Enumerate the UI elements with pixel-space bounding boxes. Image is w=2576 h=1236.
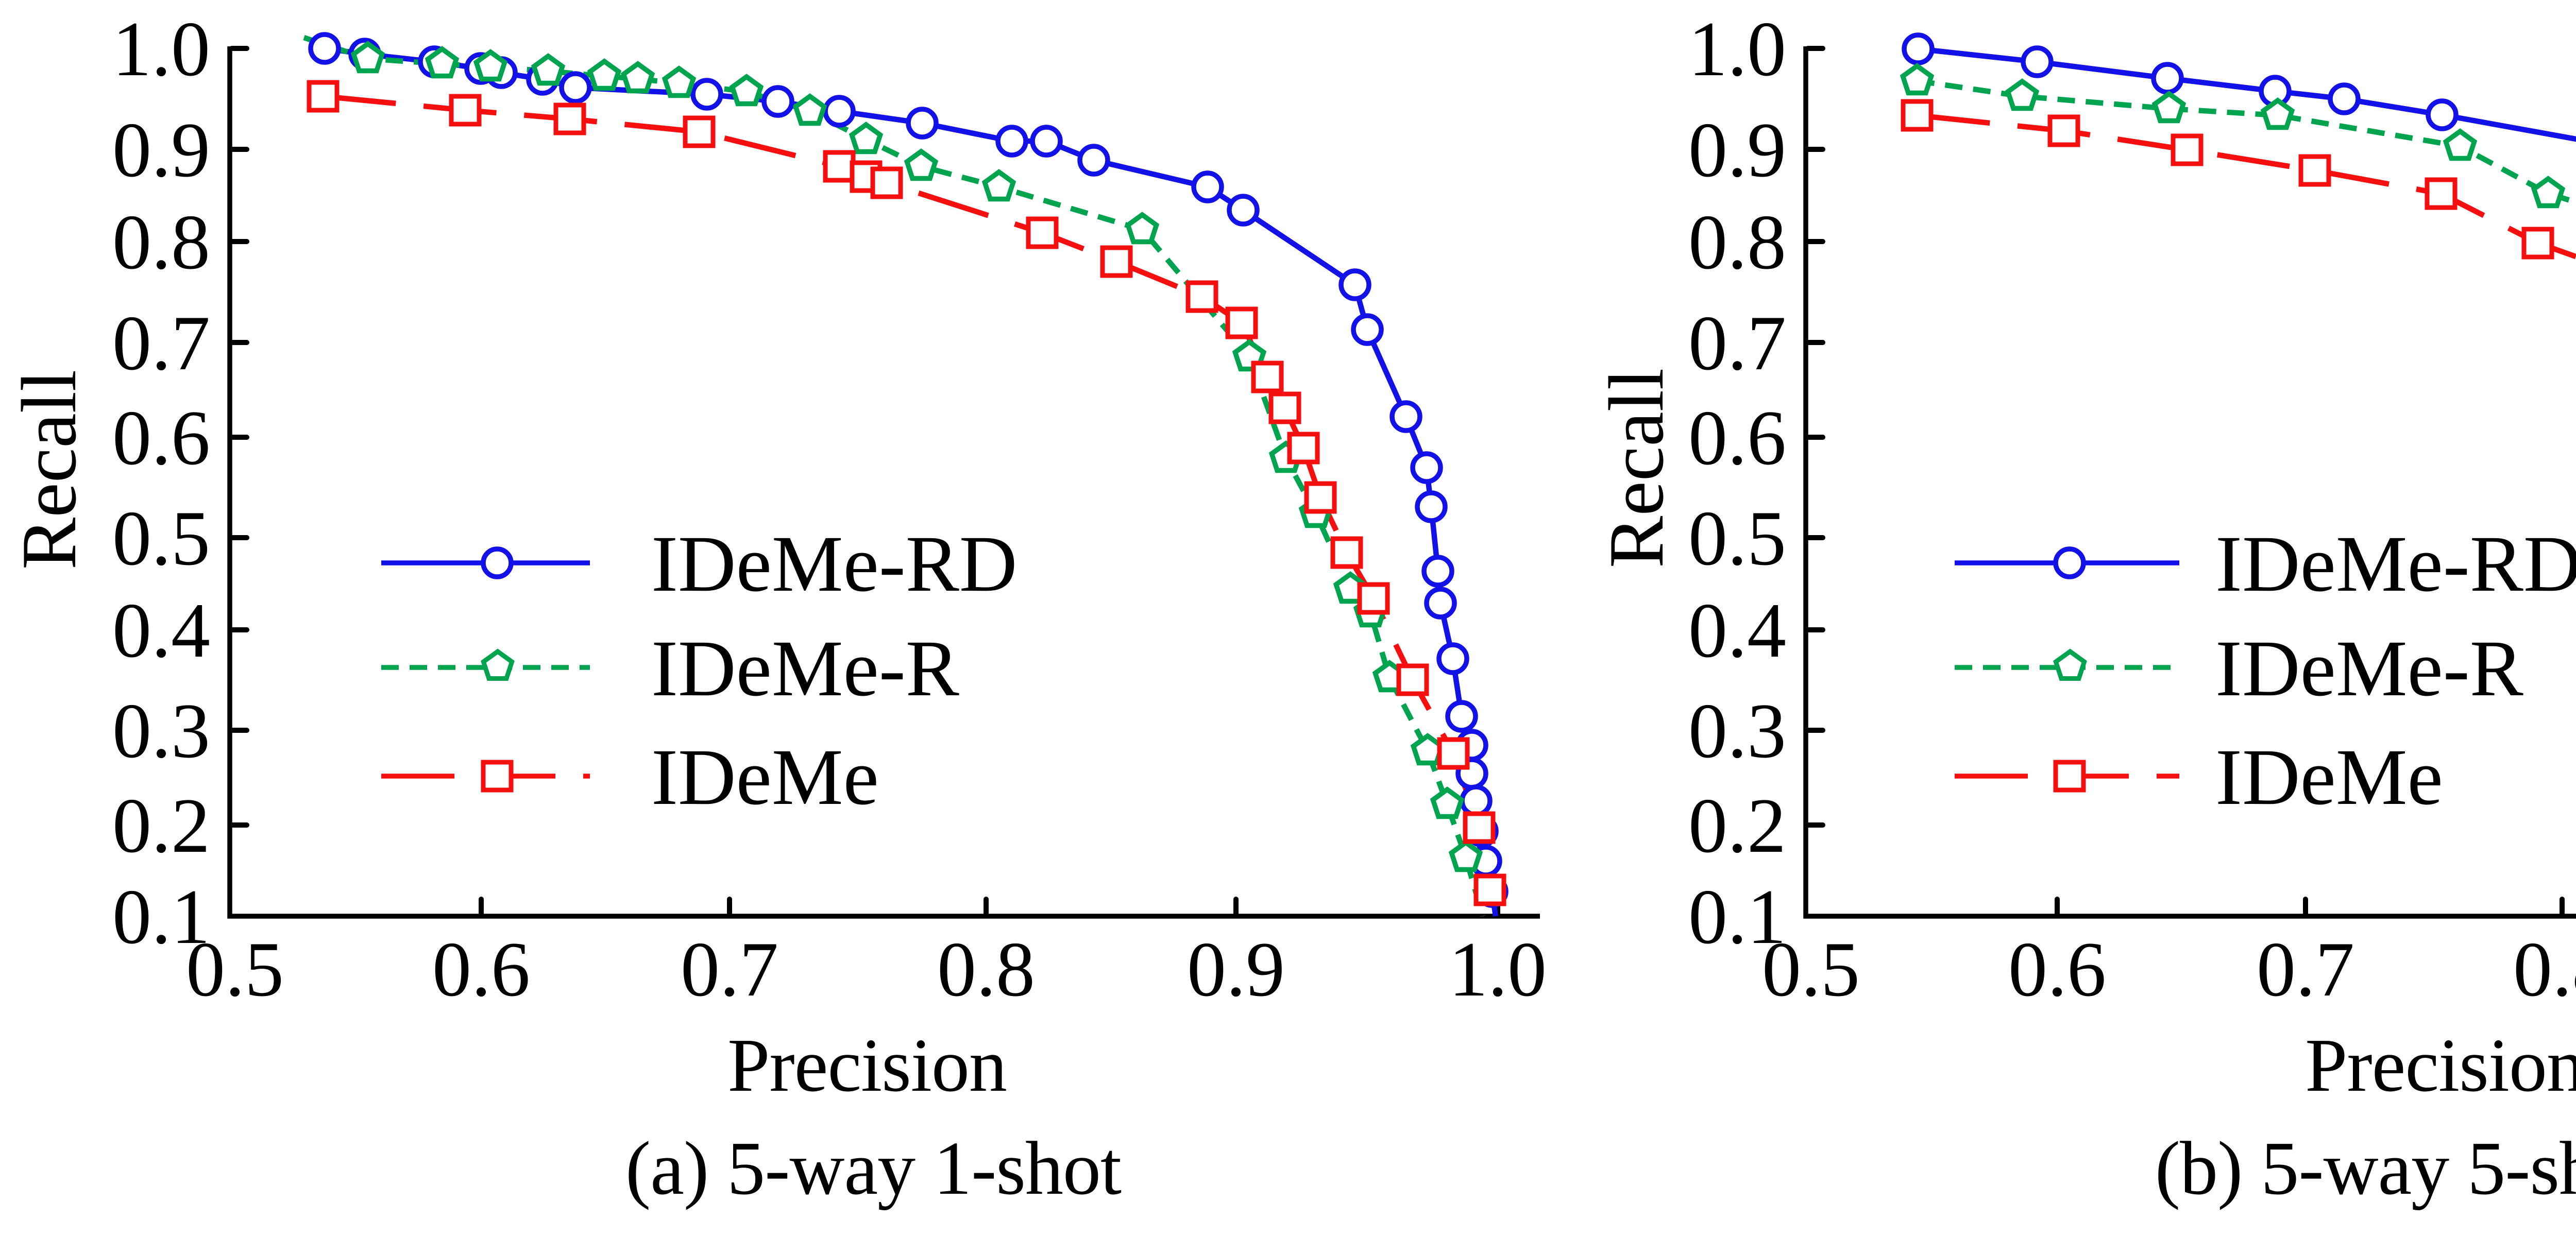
svg-text:0.8: 0.8 [2513,926,2576,1012]
svg-text:Precision: Precision [727,1023,1007,1108]
svg-text:0.7: 0.7 [681,926,778,1012]
svg-text:0.5: 0.5 [186,926,284,1012]
svg-text:0.9: 0.9 [112,107,210,193]
svg-text:0.2: 0.2 [112,782,210,869]
svg-text:0.8: 0.8 [112,199,210,285]
svg-text:0.9: 0.9 [1688,107,1786,193]
svg-text:1.0: 1.0 [1688,6,1786,92]
svg-text:Precision: Precision [2305,1023,2576,1108]
svg-text:0.1: 0.1 [112,873,210,960]
svg-text:IDeMe-RD: IDeMe-RD [651,519,1017,608]
svg-text:IDeMe: IDeMe [651,732,879,821]
svg-text:0.3: 0.3 [1688,688,1786,774]
svg-text:0.6: 0.6 [1688,394,1786,481]
svg-text:0.9: 0.9 [1187,926,1285,1012]
svg-text:0.5: 0.5 [1762,926,1860,1012]
svg-text:0.8: 0.8 [937,926,1035,1012]
svg-text:IDeMe-R: IDeMe-R [651,624,959,713]
svg-text:0.4: 0.4 [112,587,210,674]
svg-text:1.0: 1.0 [1449,926,1547,1012]
svg-text:0.4: 0.4 [1688,587,1786,674]
svg-text:0.7: 0.7 [2257,926,2354,1012]
svg-text:0.1: 0.1 [1688,873,1786,960]
svg-text:0.6: 0.6 [112,394,210,481]
svg-text:0.5: 0.5 [1688,495,1786,581]
svg-text:0.8: 0.8 [1688,199,1786,285]
svg-text:IDeMe-RD: IDeMe-RD [2215,519,2576,608]
svg-text:IDeMe-R: IDeMe-R [2215,624,2523,713]
svg-text:0.2: 0.2 [1688,782,1786,869]
svg-text:1.0: 1.0 [112,6,210,92]
svg-text:Recall: Recall [6,370,92,570]
svg-text:IDeMe: IDeMe [2215,732,2443,821]
svg-text:0.5: 0.5 [112,495,210,581]
svg-text:0.6: 0.6 [432,926,530,1012]
svg-text:(b) 5-way 5-shot: (b) 5-way 5-shot [2155,1126,2576,1211]
svg-text:0.7: 0.7 [1688,300,1786,386]
svg-text:(a) 5-way 1-shot: (a) 5-way 1-shot [625,1126,1122,1211]
svg-text:0.3: 0.3 [112,688,210,774]
svg-text:0.7: 0.7 [112,300,210,386]
svg-text:Recall: Recall [1593,368,1680,568]
svg-text:0.6: 0.6 [2008,926,2106,1012]
